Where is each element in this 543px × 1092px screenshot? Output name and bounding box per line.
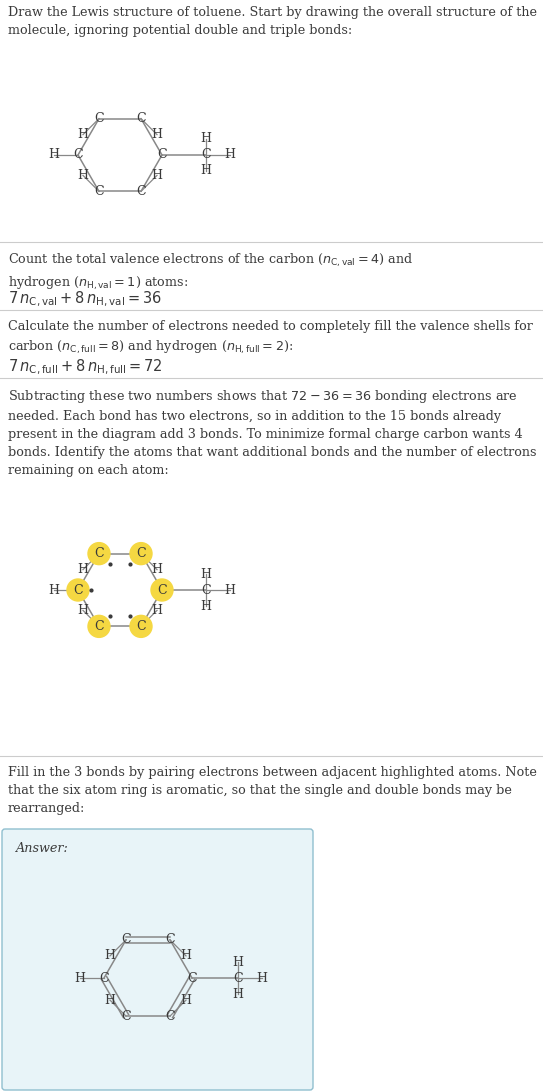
Text: H: H (200, 132, 212, 145)
Text: C: C (136, 547, 146, 560)
Text: H: H (104, 994, 116, 1007)
Text: Count the total valence electrons of the carbon ($n_{\rm C,val} = 4$) and
hydrog: Count the total valence electrons of the… (8, 252, 413, 293)
Circle shape (151, 579, 173, 601)
Text: C: C (233, 972, 243, 985)
Text: $7\,n_{\rm C,val} + 8\,n_{\rm H,val} = 36$: $7\,n_{\rm C,val} + 8\,n_{\rm H,val} = 3… (8, 290, 162, 309)
Text: C: C (136, 112, 146, 126)
Text: H: H (151, 604, 162, 617)
Text: C: C (94, 112, 104, 126)
Text: H: H (232, 956, 243, 969)
Text: Answer:: Answer: (16, 842, 69, 855)
Text: C: C (121, 1010, 131, 1022)
Text: H: H (151, 128, 162, 141)
Text: C: C (165, 934, 175, 947)
Text: H: H (74, 972, 85, 985)
Text: H: H (224, 583, 236, 596)
Text: C: C (94, 547, 104, 560)
Text: H: H (78, 169, 89, 182)
Text: $7\,n_{\rm C,full} + 8\,n_{\rm H,full} = 72$: $7\,n_{\rm C,full} + 8\,n_{\rm H,full} =… (8, 358, 163, 378)
Text: H: H (232, 987, 243, 1000)
Text: C: C (99, 972, 109, 985)
Text: H: H (78, 604, 89, 617)
Text: H: H (200, 165, 212, 178)
Text: C: C (94, 185, 104, 198)
Text: C: C (121, 934, 131, 947)
Text: C: C (201, 583, 211, 596)
Text: C: C (201, 149, 211, 162)
Text: H: H (200, 600, 212, 613)
Text: C: C (94, 620, 104, 633)
Text: Calculate the number of electrons needed to completely fill the valence shells f: Calculate the number of electrons needed… (8, 320, 533, 356)
Text: C: C (136, 185, 146, 198)
Circle shape (130, 543, 152, 565)
Circle shape (67, 579, 89, 601)
Text: H: H (180, 994, 192, 1007)
Text: H: H (48, 583, 60, 596)
Text: C: C (157, 149, 167, 162)
Circle shape (130, 616, 152, 638)
FancyBboxPatch shape (2, 829, 313, 1090)
Text: Fill in the 3 bonds by pairing electrons between adjacent highlighted atoms. Not: Fill in the 3 bonds by pairing electrons… (8, 765, 537, 815)
Text: H: H (78, 563, 89, 577)
Text: C: C (157, 583, 167, 596)
Text: H: H (104, 949, 116, 962)
Text: C: C (73, 149, 83, 162)
Text: H: H (256, 972, 268, 985)
Text: H: H (151, 169, 162, 182)
Text: C: C (136, 620, 146, 633)
Text: H: H (224, 149, 236, 162)
Text: Subtracting these two numbers shows that $72 - 36 = 36$ bonding electrons are
ne: Subtracting these two numbers shows that… (8, 388, 536, 477)
Text: H: H (151, 563, 162, 577)
Circle shape (88, 543, 110, 565)
Text: Draw the Lewis structure of toluene. Start by drawing the overall structure of t: Draw the Lewis structure of toluene. Sta… (8, 5, 537, 37)
Text: H: H (180, 949, 192, 962)
Text: H: H (48, 149, 60, 162)
Text: C: C (73, 583, 83, 596)
Circle shape (88, 616, 110, 638)
Text: H: H (200, 568, 212, 581)
Text: H: H (78, 128, 89, 141)
Text: C: C (165, 1010, 175, 1022)
Text: C: C (187, 972, 197, 985)
